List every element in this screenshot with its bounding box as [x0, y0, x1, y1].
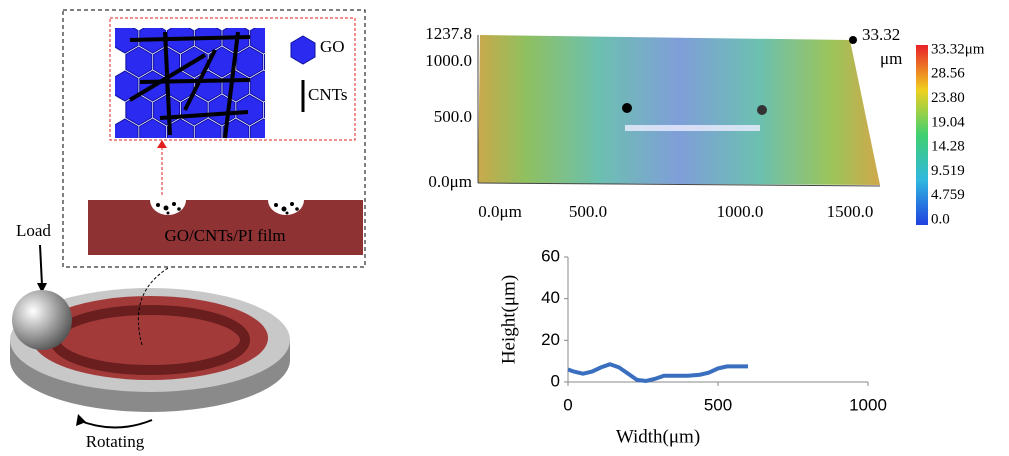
surface-map — [478, 35, 880, 185]
pits — [150, 200, 304, 215]
go-sheet — [115, 28, 139, 54]
zoom-frame — [109, 17, 356, 141]
load-label: Load — [16, 221, 51, 240]
go-sheet — [115, 118, 139, 138]
go-sheet — [125, 46, 153, 78]
y-tick-label: 60 — [541, 246, 560, 265]
zoom-arrowhead — [157, 140, 167, 148]
cnt-legend: CNTs — [308, 85, 347, 104]
film — [88, 200, 363, 255]
go-sheet — [250, 28, 265, 54]
surface-y-label: 0.0μm — [428, 172, 472, 191]
rotating-label: Rotating — [86, 432, 145, 451]
colorbar-label: 4.759 — [931, 187, 965, 203]
go-sheet — [263, 101, 265, 119]
go-sheet — [166, 118, 194, 138]
peak-unit: μm — [880, 49, 902, 68]
rotation-arrow — [77, 419, 153, 429]
detail-arrow — [137, 267, 169, 346]
colorbar-label: 19.04 — [931, 114, 965, 130]
go-sheet — [125, 94, 153, 126]
scan-start — [622, 103, 632, 113]
x-tick-label: 1000 — [849, 395, 887, 414]
surface-y-label: 500.0 — [434, 107, 472, 126]
go-legend: GO — [320, 37, 345, 56]
load-arrowhead — [37, 283, 47, 293]
go-sheet — [250, 70, 265, 102]
y-axis-label: Height(μm) — [498, 275, 519, 364]
y-tick-label: 0 — [551, 371, 560, 390]
peak-marker — [849, 36, 857, 44]
colorbar-label: 33.32μm — [931, 41, 985, 57]
surface-x-label: 1500.0 — [827, 202, 874, 221]
go-sheet — [115, 70, 139, 102]
surface-x-label: 1000.0 — [717, 202, 764, 221]
go-sheets — [115, 28, 265, 138]
x-axis-label: Width(μm) — [616, 426, 700, 447]
go-legend-icon — [290, 35, 316, 65]
cnts — [128, 31, 251, 139]
inset-frame — [62, 9, 366, 268]
film-label: GO/CNTs/PI film — [164, 226, 285, 245]
go-sheet — [236, 46, 264, 78]
colorbar-label: 0.0 — [931, 211, 950, 227]
peak-value: 33.32 — [862, 25, 900, 44]
colorbar-label: 14.28 — [931, 139, 965, 155]
go-sheet — [222, 70, 250, 102]
colorbar-label: 9.519 — [931, 163, 965, 179]
scan-line — [625, 125, 760, 131]
scan-end — [757, 105, 767, 115]
go-sheet — [194, 28, 222, 54]
go-sheet — [250, 118, 265, 138]
x-tick-label: 500 — [704, 395, 732, 414]
surface-x-label: 500.0 — [569, 202, 607, 221]
go-sheet — [139, 118, 167, 138]
y-tick-label: 40 — [541, 288, 560, 307]
surface-y-label: 1237.8 — [425, 24, 472, 43]
colorbar-label: 28.56 — [931, 66, 965, 82]
surface-x-label: 0.0μm — [478, 202, 522, 221]
load-arrow — [39, 244, 43, 286]
profile-line — [567, 362, 748, 383]
pit-debris — [156, 202, 299, 215]
rotation-arrowhead — [76, 414, 86, 426]
ball — [12, 290, 72, 350]
go-sheet — [194, 118, 222, 138]
colorbar — [916, 45, 928, 225]
colorbar-label: 23.80 — [931, 90, 965, 106]
go-sheet — [263, 53, 265, 71]
go-sheet — [222, 118, 250, 138]
surface-x-axis — [477, 182, 881, 187]
x-tick-label: 0 — [563, 395, 572, 414]
go-sheet — [236, 94, 264, 126]
y-tick-label: 20 — [541, 330, 560, 349]
surface-y-label: 1000.0 — [425, 51, 472, 70]
